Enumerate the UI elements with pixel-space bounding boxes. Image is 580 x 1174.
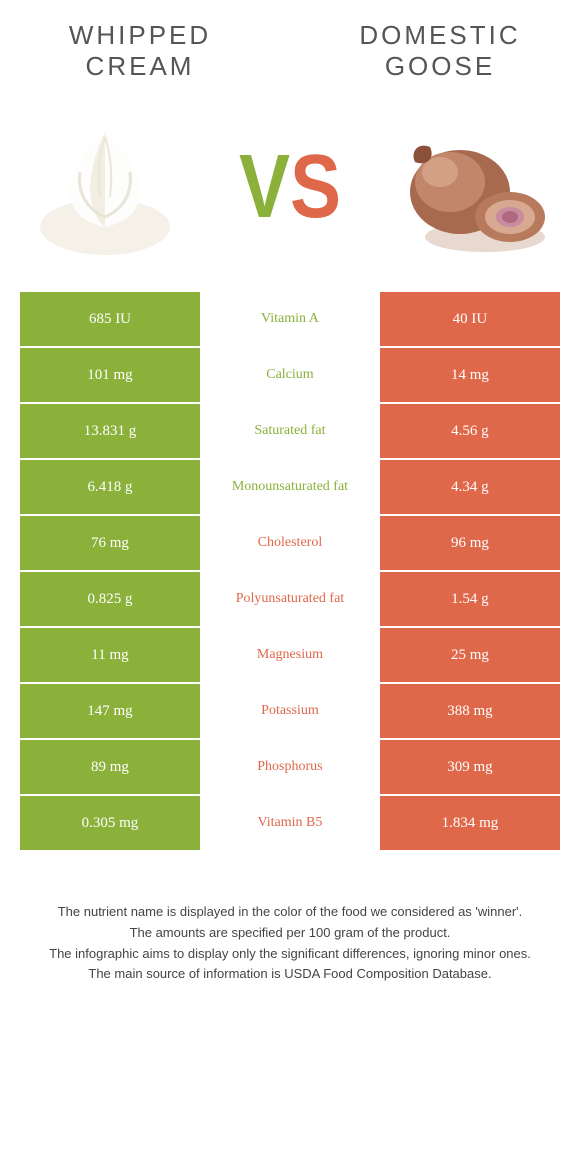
right-value: 1.834 mg [380,796,560,850]
footer-notes: The nutrient name is displayed in the co… [0,882,580,1015]
nutrient-name: Magnesium [200,628,380,682]
nutrient-name: Saturated fat [200,404,380,458]
right-value: 1.54 g [380,572,560,626]
left-title: Whipped cream [40,20,240,82]
left-value: 147 mg [20,684,200,738]
nutrient-name: Cholesterol [200,516,380,570]
vs-label: VS [239,136,341,239]
table-row: 89 mgPhosphorus309 mg [20,740,560,796]
table-row: 13.831 gSaturated fat4.56 g [20,404,560,460]
right-value: 14 mg [380,348,560,402]
left-value: 0.305 mg [20,796,200,850]
right-value: 388 mg [380,684,560,738]
nutrient-name: Potassium [200,684,380,738]
nutrient-table: 685 IUVitamin A40 IU101 mgCalcium14 mg13… [0,292,580,882]
table-row: 6.418 gMonounsaturated fat4.34 g [20,460,560,516]
table-row: 101 mgCalcium14 mg [20,348,560,404]
footer-line: The infographic aims to display only the… [30,944,550,965]
table-row: 76 mgCholesterol96 mg [20,516,560,572]
nutrient-name: Monounsaturated fat [200,460,380,514]
right-value: 309 mg [380,740,560,794]
images-row: VS [0,92,580,292]
left-value: 6.418 g [20,460,200,514]
left-value: 101 mg [20,348,200,402]
nutrient-name: Calcium [200,348,380,402]
left-value: 76 mg [20,516,200,570]
table-row: 685 IUVitamin A40 IU [20,292,560,348]
table-row: 0.305 mgVitamin B51.834 mg [20,796,560,852]
table-row: 147 mgPotassium388 mg [20,684,560,740]
left-value: 685 IU [20,292,200,346]
nutrient-name: Vitamin B5 [200,796,380,850]
header: Whipped cream Domestic goose [0,0,580,92]
whipped-cream-image [20,112,190,262]
goose-image [390,112,560,262]
table-row: 11 mgMagnesium25 mg [20,628,560,684]
right-value: 25 mg [380,628,560,682]
right-value: 4.34 g [380,460,560,514]
left-value: 13.831 g [20,404,200,458]
nutrient-name: Phosphorus [200,740,380,794]
footer-line: The amounts are specified per 100 gram o… [30,923,550,944]
footer-line: The main source of information is USDA F… [30,964,550,985]
nutrient-name: Polyunsaturated fat [200,572,380,626]
right-title: Domestic goose [340,20,540,82]
right-value: 40 IU [380,292,560,346]
footer-line: The nutrient name is displayed in the co… [30,902,550,923]
right-value: 4.56 g [380,404,560,458]
nutrient-name: Vitamin A [200,292,380,346]
left-value: 0.825 g [20,572,200,626]
right-value: 96 mg [380,516,560,570]
left-value: 11 mg [20,628,200,682]
table-row: 0.825 gPolyunsaturated fat1.54 g [20,572,560,628]
left-value: 89 mg [20,740,200,794]
